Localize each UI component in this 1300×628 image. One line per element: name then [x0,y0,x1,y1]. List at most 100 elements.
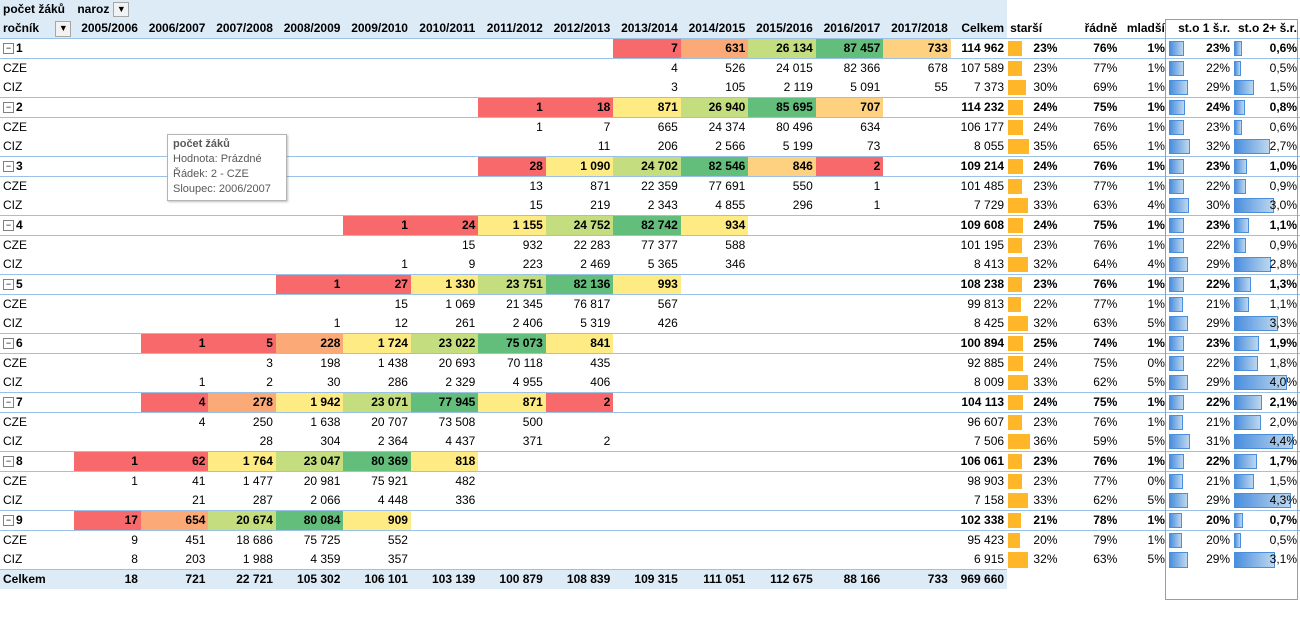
st2-cell[interactable]: 2,0% [1233,412,1300,432]
value-cell[interactable]: 77 945 [410,392,479,413]
value-cell[interactable] [74,432,141,452]
row-total-cell[interactable]: 108 238 [950,274,1008,295]
value-cell[interactable] [411,137,478,157]
row-total-cell[interactable]: 7 506 [974,434,1005,448]
value-cell[interactable] [748,274,816,295]
st2-cell[interactable]: 1,3% [1233,274,1300,295]
value-cell[interactable]: 371 [522,434,543,448]
value-cell[interactable] [816,472,884,492]
value-cell[interactable]: 1 [140,333,209,354]
value-cell[interactable] [815,274,884,295]
starsi-cell[interactable]: 33% [1007,373,1061,393]
row-label[interactable]: −1 [0,38,75,59]
starsi-cell[interactable]: 23% [1007,412,1061,432]
value-cell[interactable] [478,550,545,570]
radne-cell[interactable]: 62% [1060,491,1121,511]
value-cell[interactable] [681,472,749,492]
starsi-cell[interactable]: 23% [1007,451,1061,472]
st2-cell[interactable]: 4,4% [1233,432,1300,452]
value-cell[interactable] [883,295,951,315]
row-total-cell[interactable]: 109 608 [950,215,1008,236]
radne-cell[interactable]: 76% [1060,451,1121,472]
value-cell[interactable] [816,295,884,315]
starsi-cell[interactable]: 24% [1007,117,1061,137]
st1-cell[interactable]: 32% [1167,137,1234,157]
value-cell[interactable]: 871 [613,97,681,118]
value-cell[interactable] [140,274,209,295]
value-cell[interactable] [815,510,884,531]
value-cell[interactable] [681,373,749,393]
value-cell[interactable] [748,255,816,275]
value-cell[interactable]: 2 469 [580,257,611,271]
value-cell[interactable]: 3 [266,356,273,370]
radne-cell[interactable]: 77% [1060,471,1121,491]
value-cell[interactable] [681,550,749,570]
value-cell[interactable] [883,177,951,197]
st1-cell[interactable]: 29% [1167,255,1234,275]
value-cell[interactable]: 5 199 [782,139,813,153]
st2-cell[interactable]: 0,5% [1233,58,1300,78]
value-cell[interactable]: 80 496 [776,120,813,134]
value-cell[interactable]: 1 764 [208,451,276,472]
value-cell[interactable]: 482 [455,474,476,488]
row-total-cell[interactable]: 102 338 [950,510,1008,531]
value-cell[interactable] [613,333,681,354]
column-field-label[interactable]: naroz ▼ [74,0,209,19]
value-cell[interactable] [816,255,884,275]
value-cell[interactable] [276,59,344,79]
collapse-minus-icon[interactable]: − [3,397,14,409]
value-cell[interactable] [343,97,411,118]
st2-cell[interactable]: 1,0% [1233,156,1300,177]
value-cell[interactable] [546,531,614,551]
value-cell[interactable] [748,413,816,433]
value-cell[interactable]: 934 [680,215,749,236]
value-cell[interactable]: 80 084 [275,510,344,531]
radne-cell[interactable]: 75% [1060,392,1121,413]
mladsi-cell[interactable]: 1% [1120,235,1168,255]
value-cell[interactable]: 198 [320,356,341,370]
grand-total-cell[interactable]: 18 [74,569,141,589]
radne-cell[interactable]: 75% [1060,97,1121,118]
value-cell[interactable]: 406 [590,375,611,389]
value-cell[interactable]: 80 369 [343,451,411,472]
value-cell[interactable] [748,392,816,413]
value-cell[interactable]: 1 [478,97,546,118]
value-cell[interactable]: 77 691 [708,179,746,193]
value-cell[interactable] [613,491,681,511]
value-cell[interactable] [74,177,141,197]
collapse-minus-icon[interactable]: − [3,220,14,232]
value-cell[interactable] [478,451,546,472]
value-cell[interactable] [343,118,411,138]
mladsi-cell[interactable]: 1% [1120,215,1168,236]
value-cell[interactable]: 588 [725,238,746,252]
value-cell[interactable]: 4 955 [512,375,543,389]
value-cell[interactable] [411,177,478,197]
st1-cell[interactable]: 30% [1167,196,1234,216]
value-cell[interactable]: 73 508 [438,415,476,429]
value-cell[interactable]: 634 [860,120,881,134]
row-total-cell[interactable]: 7 729 [974,198,1005,212]
radne-cell[interactable]: 76% [1060,38,1121,59]
value-cell[interactable] [681,491,749,511]
row-total-cell[interactable]: 114 962 [950,38,1008,59]
value-cell[interactable] [141,295,209,315]
value-cell[interactable]: 23 022 [410,333,479,354]
value-cell[interactable]: 4 855 [715,198,746,212]
value-cell[interactable]: 75 725 [303,533,341,547]
value-cell[interactable] [141,78,209,98]
value-cell[interactable] [343,59,411,79]
starsi-cell[interactable]: 24% [1007,215,1061,236]
row-label[interactable]: −4 [0,215,75,236]
mladsi-cell[interactable]: 0% [1120,471,1168,491]
value-cell[interactable] [276,295,344,315]
value-cell[interactable]: 1 090 [545,156,614,177]
value-cell[interactable]: 9 [131,533,138,547]
radne-cell[interactable]: 74% [1060,333,1121,354]
value-cell[interactable] [883,236,951,256]
value-cell[interactable] [276,236,344,256]
value-cell[interactable]: 567 [657,297,678,311]
value-cell[interactable]: 4 437 [445,434,476,448]
value-cell[interactable] [613,510,681,531]
value-cell[interactable] [478,472,545,492]
value-cell[interactable]: 18 686 [236,533,273,547]
